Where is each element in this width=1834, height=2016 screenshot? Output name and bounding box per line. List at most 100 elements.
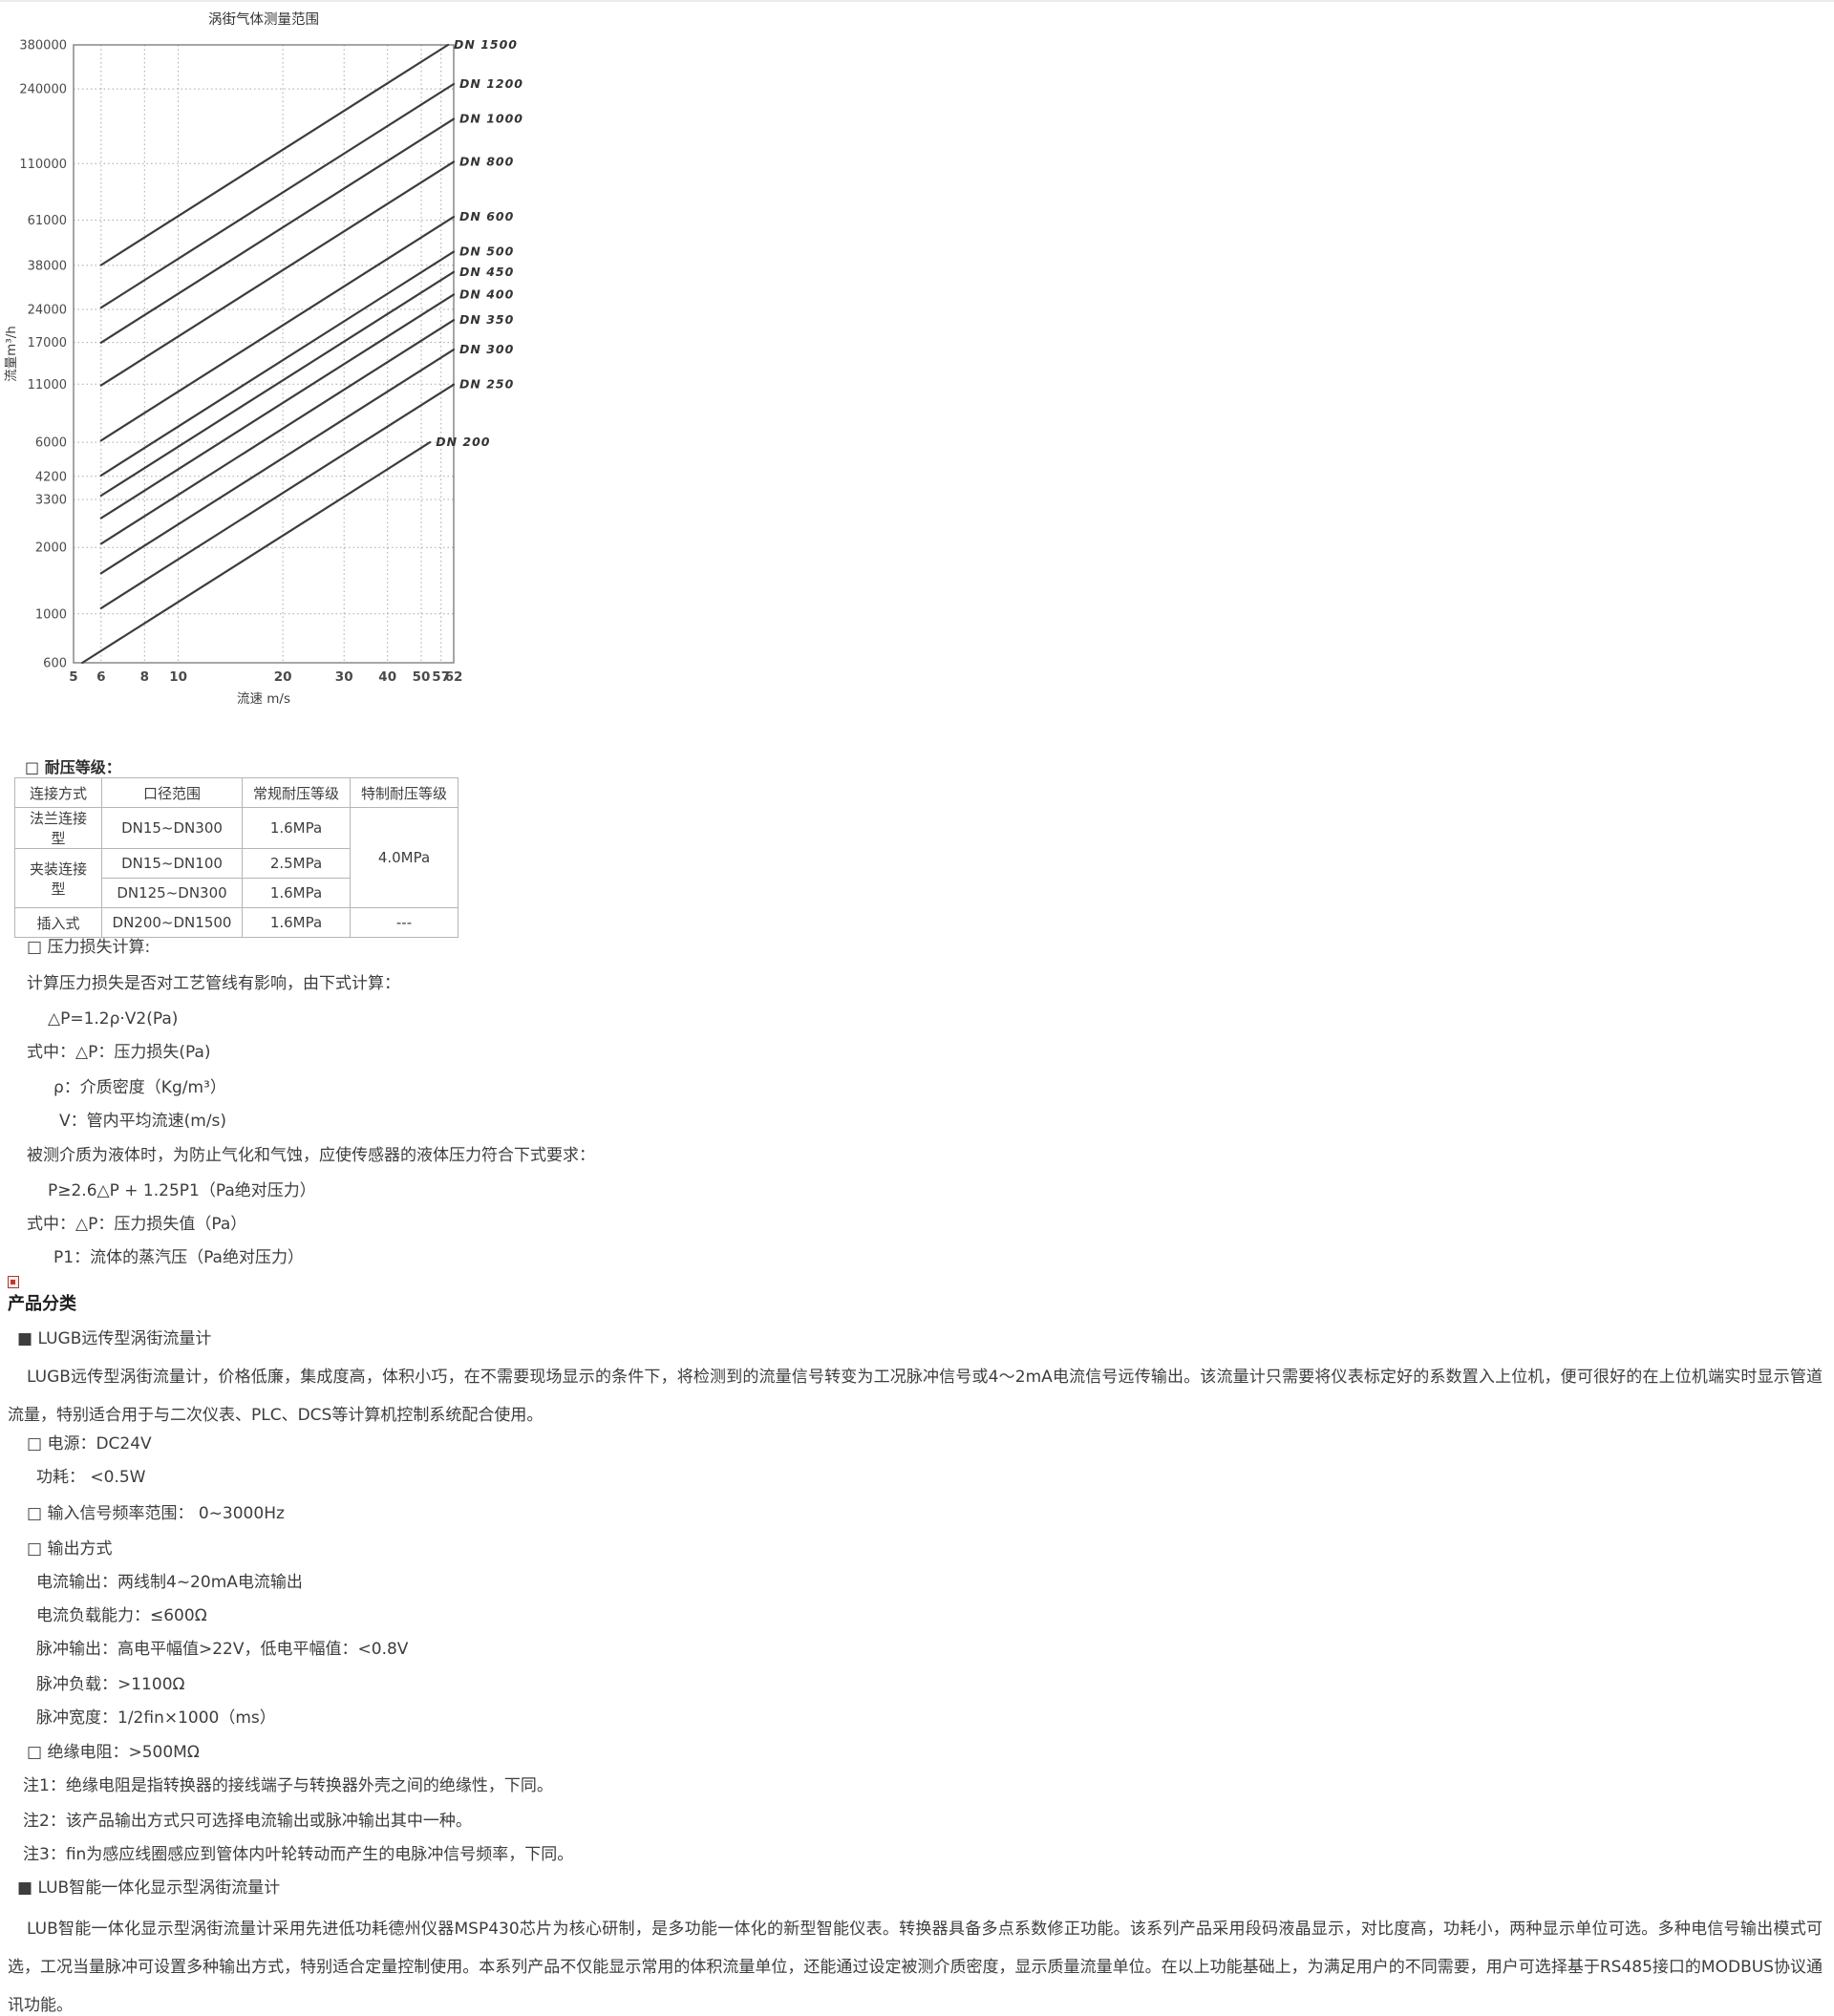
x-tick-label: 62: [445, 669, 463, 685]
y-tick-label: 2000: [35, 541, 67, 556]
y-tick-label: 38000: [28, 259, 67, 273]
dn-series-line: [99, 43, 450, 266]
text-line: ■ LUB智能一体化显示型涡街流量计: [17, 1878, 281, 1898]
x-tick-label: 20: [274, 669, 292, 685]
broken-image-icon: [8, 1276, 19, 1288]
dn-series-line: [99, 250, 456, 477]
paragraph: LUGB远传型涡街流量计，价格低廉，集成度高，体积小巧，在不需要现场显示的条件下…: [8, 1368, 1823, 1425]
dn-series-line: [99, 270, 456, 498]
cell-special-rating: 4.0MPa: [350, 807, 458, 908]
text-line: 计算压力损失是否对工艺管线有影响，由下式计算：: [27, 974, 400, 993]
dn-series-label: DN 250: [459, 377, 514, 392]
text-line: 式中：△P：压力损失(Pa): [27, 1043, 211, 1062]
text-line: P1：流体的蒸汽压（Pa绝对压力）: [53, 1248, 304, 1267]
table-row: 法兰连接型 DN15~DN300 1.6MPa 4.0MPa: [14, 807, 458, 908]
table-header-row: 连接方式 口径范围 常规耐压等级 特制耐压等级: [14, 777, 458, 808]
text-line: 脉冲输出：高电平幅值>22V，低电平幅值：<0.8V: [36, 1640, 409, 1659]
text-line: 脉冲宽度：1/2fin×1000（ms）: [36, 1708, 276, 1728]
y-tick-label: 24000: [28, 304, 67, 318]
x-tick-label: 8: [140, 669, 149, 685]
text-line: 注1：绝缘电阻是指转换器的接线端子与转换器外壳之间的绝缘性，下同。: [23, 1776, 553, 1795]
cell-standard-rating: 1.6MPa: [242, 807, 351, 849]
dn-series-label: DN 350: [459, 312, 514, 327]
cell-special-rating: ---: [350, 907, 458, 938]
dn-series-label: DN 500: [459, 244, 514, 259]
text-line: 被测介质为液体时，为防止气化和气蚀，应使传感器的液体压力符合下式要求：: [27, 1146, 595, 1165]
dn-series-label: DN 600: [459, 209, 514, 223]
cell-diameter: DN125~DN300: [101, 878, 243, 908]
text-line: □ 输入信号频率范围： 0~3000Hz: [27, 1504, 285, 1523]
text-line: 注3：fin为感应线圈感应到管体内叶轮转动而产生的电脉冲信号频率，下同。: [23, 1845, 574, 1864]
text-line: 功耗： <0.5W: [36, 1468, 146, 1487]
text-line: 电流负载能力：≤600Ω: [36, 1606, 207, 1625]
col-header-special-rating: 特制耐压等级: [350, 777, 458, 808]
pressure-rating-table: 连接方式 口径范围 常规耐压等级 特制耐压等级 法兰连接型 DN15~DN300…: [14, 777, 458, 938]
text-line: 式中：△P：压力损失值（Pa）: [27, 1215, 247, 1234]
y-tick-label: 4200: [35, 470, 67, 484]
text-line: □ 压力损失计算:: [27, 938, 151, 957]
dn-series-line: [99, 293, 456, 520]
x-tick-label: 5: [69, 669, 77, 685]
y-tick-label: 380000: [19, 39, 67, 53]
text-line: ρ：介质密度（Kg/m³）: [53, 1078, 226, 1097]
text-line: 产品分类: [8, 1294, 76, 1314]
chart-title: 涡街气体测量范围: [208, 11, 319, 28]
dn-series-label: DN 800: [459, 154, 514, 168]
dn-series-line: [99, 349, 456, 575]
dn-series-line: [99, 216, 456, 442]
y-tick-label: 600: [43, 657, 67, 671]
dn-series-line: [99, 383, 456, 610]
x-tick-label: 50: [413, 669, 431, 685]
dn-series-label: DN 450: [459, 265, 514, 279]
dn-series-line: [99, 319, 456, 545]
text-line: 注2：该产品输出方式只可选择电流输出或脉冲输出其中一种。: [23, 1812, 472, 1831]
x-tick-label: 57: [432, 669, 450, 685]
dn-series-label: DN 1200: [459, 76, 523, 91]
cell-connection: 夹装连接型: [14, 848, 102, 908]
text-line: □ 输出方式: [27, 1539, 113, 1559]
text-line: P≥2.6△P + 1.25P1（Pa绝对压力）: [48, 1181, 316, 1200]
dn-series-label: DN 1000: [459, 112, 523, 126]
x-axis-label: 流速 m/s: [237, 691, 290, 707]
dn-series-line: [99, 82, 456, 309]
y-tick-label: 1000: [35, 607, 67, 622]
plot-frame: [73, 44, 455, 664]
dn-series-line: [99, 117, 456, 344]
text-line: V：管内平均流速(m/s): [59, 1112, 227, 1131]
y-tick-label: 3300: [35, 494, 67, 508]
cell-standard-rating: 1.6MPa: [242, 907, 351, 938]
cell-connection: 插入式: [14, 907, 102, 938]
flow-range-chart: 600 1000 2000 3300 4200 6000 11000 17000 24000 38…: [4, 11, 523, 707]
y-tick-label: 61000: [28, 214, 67, 228]
y-tick-label: 11000: [28, 378, 67, 393]
text-line: 电流输出：两线制4~20mA电流输出: [36, 1573, 303, 1592]
pressure-rating-heading: □ 耐压等级：: [25, 758, 121, 776]
col-header-connection: 连接方式: [14, 777, 102, 808]
dn-series-label: DN 400: [459, 286, 514, 301]
cell-diameter: DN15~DN300: [101, 807, 243, 849]
y-tick-label: 240000: [19, 83, 67, 97]
dn-series-line: [81, 441, 432, 665]
text-line: □ 绝缘电阻：>500MΩ: [27, 1743, 200, 1762]
dn-series-label: DN 200: [436, 435, 490, 449]
dn-series-label: DN 1500: [454, 37, 518, 52]
x-tick-label: 10: [169, 669, 187, 685]
table-row: 插入式 DN200~DN1500 1.6MPa ---: [14, 907, 458, 938]
text-line: □ 电源：DC24V: [27, 1434, 152, 1454]
y-tick-label: 17000: [28, 336, 67, 350]
col-header-diameter: 口径范围: [101, 777, 243, 808]
cell-standard-rating: 1.6MPa: [242, 878, 351, 908]
cell-standard-rating: 2.5MPa: [242, 848, 351, 879]
col-header-standard-rating: 常规耐压等级: [242, 777, 351, 808]
y-tick-label: 6000: [35, 436, 67, 451]
y-axis-label: 流量m³/h: [4, 326, 19, 382]
paragraph: LUB智能一体化显示型涡街流量计采用先进低功耗德州仪器MSP430芯片为核心研制…: [8, 1920, 1823, 2015]
x-tick-label: 30: [335, 669, 353, 685]
cell-diameter: DN15~DN100: [101, 848, 243, 879]
text-line: 脉冲负载：>1100Ω: [36, 1675, 185, 1694]
text-line: △P=1.2ρ·V2(Pa): [48, 1009, 179, 1029]
text-line: ■ LUGB远传型涡街流量计: [17, 1329, 212, 1348]
dn-series-line: [99, 160, 456, 387]
dn-series-label: DN 300: [459, 342, 514, 356]
